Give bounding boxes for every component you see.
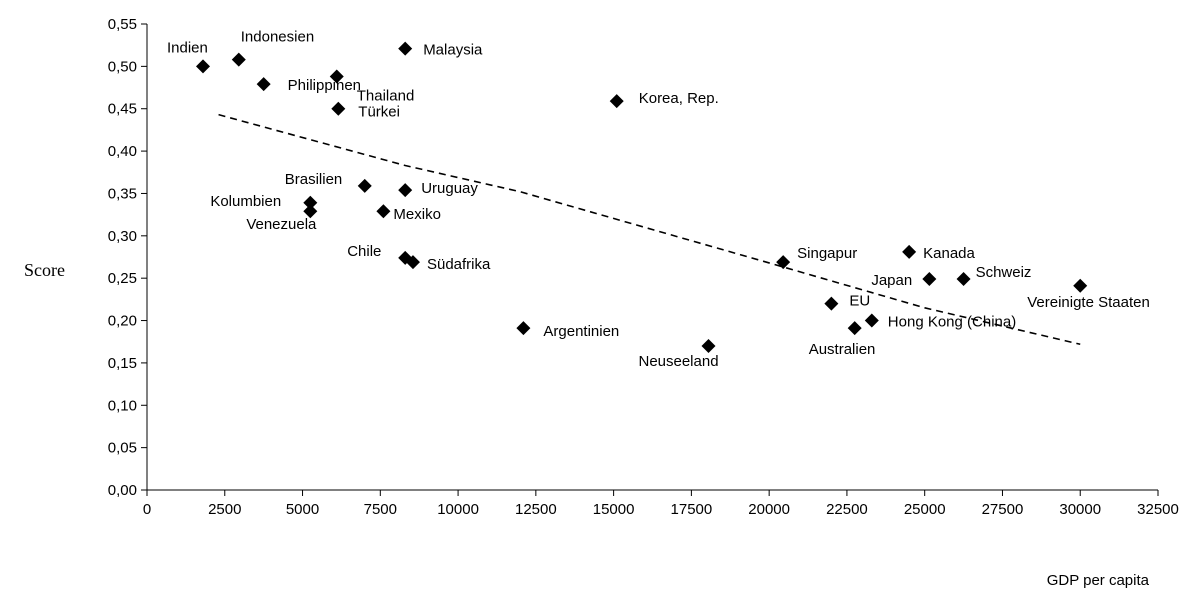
point-label: Uruguay (421, 180, 478, 197)
x-tick-label: 10000 (437, 501, 479, 518)
y-tick-label: 0,45 (108, 101, 137, 118)
data-point (824, 296, 839, 311)
y-tick-label: 0,35 (108, 185, 137, 202)
point-label: Philippinen (288, 77, 361, 94)
point-label: Vereinigte Staaten (1027, 294, 1150, 311)
data-point (231, 52, 246, 67)
trendline-group (218, 113, 1081, 346)
points-group: Indien Indonesien Philippinen Malaysia Thail… (167, 29, 1150, 370)
point-label: Südafrika (427, 256, 491, 273)
data-point (701, 338, 716, 353)
x-tick-label: 7500 (364, 501, 397, 518)
data-point (902, 244, 917, 259)
y-tick-label: 0,15 (108, 355, 137, 372)
x-tick-label: 20000 (748, 501, 790, 518)
data-point (256, 77, 271, 92)
data-point (516, 321, 531, 336)
y-tick-label: 0,50 (108, 58, 137, 75)
point-label: Thailand (357, 88, 415, 105)
x-tick-label: 30000 (1059, 501, 1101, 518)
point-label: Malaysia (423, 42, 483, 59)
data-point (609, 94, 624, 109)
point-label: EU (849, 293, 870, 310)
x-tick-label: 25000 (904, 501, 946, 518)
point-label: Singapur (797, 245, 857, 262)
data-point (398, 41, 413, 56)
axes: 0,00 0,05 0,10 0,15 0,20 0,25 0,30 0,35 0,40 0,45… (108, 16, 1179, 518)
data-point (329, 69, 344, 84)
data-point (956, 272, 971, 287)
x-tick-label: 15000 (593, 501, 635, 518)
x-tick-label: 17500 (671, 501, 713, 518)
x-tick-label: 12500 (515, 501, 557, 518)
y-tick-label: 0,20 (108, 313, 137, 330)
x-tick-label: 2500 (208, 501, 241, 518)
y-tick-label: 0,05 (108, 440, 137, 457)
data-point (922, 272, 937, 287)
point-label: Mexiko (393, 206, 441, 223)
point-label: Argentinien (543, 323, 619, 340)
y-axis-label: Score (24, 260, 65, 280)
x-tick-label: 5000 (286, 501, 319, 518)
point-label: Indien (167, 39, 208, 56)
point-label: Neuseeland (638, 353, 718, 370)
x-axis-label: GDP per capita (1047, 572, 1150, 589)
x-tick-label: 0 (143, 501, 151, 518)
point-label: Schweiz (976, 264, 1032, 281)
point-label: Brasilien (285, 171, 343, 188)
data-point (303, 195, 318, 210)
data-point (376, 204, 391, 219)
data-point (847, 321, 862, 336)
trendline (218, 113, 1081, 346)
point-label: Kolumbien (210, 193, 281, 210)
y-tick-label: 0,55 (108, 16, 137, 33)
point-label: Chile (347, 243, 381, 260)
point-label: Venezuela (246, 216, 317, 233)
data-point (405, 255, 420, 270)
y-tick-label: 0,40 (108, 143, 137, 160)
x-tick-label: 27500 (982, 501, 1024, 518)
data-point (195, 59, 210, 74)
point-label: Korea, Rep. (639, 90, 719, 107)
y-tick-label: 0,00 (108, 482, 137, 499)
point-label: Indonesien (241, 29, 314, 46)
x-tick-label: 22500 (826, 501, 868, 518)
point-label: Japan (871, 272, 912, 289)
point-label: Australien (809, 341, 876, 358)
data-point (398, 183, 413, 198)
y-tick-label: 0,30 (108, 228, 137, 245)
data-point (331, 101, 346, 116)
x-tick-label: 32500 (1137, 501, 1179, 518)
y-tick-label: 0,25 (108, 270, 137, 287)
data-point (776, 255, 791, 270)
data-point (864, 313, 879, 328)
data-point (357, 178, 372, 193)
y-tick-label: 0,10 (108, 397, 137, 414)
point-label: Türkei (358, 104, 400, 121)
point-label: Hong Kong (China) (888, 314, 1016, 331)
data-point (1073, 278, 1088, 293)
point-label: Kanada (923, 245, 975, 262)
data-point (303, 204, 318, 219)
